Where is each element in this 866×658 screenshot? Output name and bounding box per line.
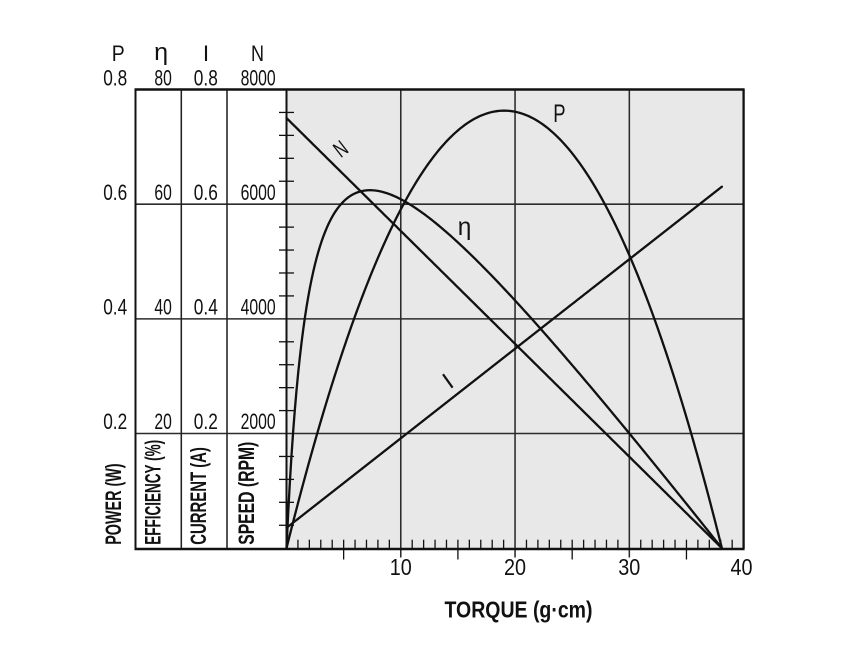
svg-text:0.2: 0.2 bbox=[194, 409, 218, 434]
svg-text:8000: 8000 bbox=[241, 66, 276, 91]
svg-text:TORQUE (g·cm): TORQUE (g·cm) bbox=[445, 597, 593, 623]
svg-text:P: P bbox=[112, 41, 125, 66]
svg-text:0.4: 0.4 bbox=[194, 295, 218, 320]
svg-text:40: 40 bbox=[154, 295, 171, 320]
svg-text:20: 20 bbox=[154, 409, 171, 434]
svg-text:10: 10 bbox=[390, 554, 412, 580]
svg-text:0.8: 0.8 bbox=[103, 66, 127, 91]
svg-text:0.6: 0.6 bbox=[194, 180, 218, 205]
svg-text:0.8: 0.8 bbox=[194, 66, 218, 91]
svg-text:0.4: 0.4 bbox=[103, 295, 127, 320]
svg-text:N: N bbox=[251, 41, 264, 66]
svg-text:η: η bbox=[458, 213, 472, 241]
svg-text:P: P bbox=[553, 100, 565, 128]
svg-text:30: 30 bbox=[618, 554, 640, 580]
svg-text:EFFICIENCY (%): EFFICIENCY (%) bbox=[140, 440, 165, 545]
svg-text:6000: 6000 bbox=[241, 180, 276, 205]
svg-text:60: 60 bbox=[154, 180, 171, 205]
svg-text:0.2: 0.2 bbox=[103, 409, 127, 434]
svg-text:CURRENT (A): CURRENT (A) bbox=[186, 447, 211, 545]
svg-text:SPEED (RPM): SPEED (RPM) bbox=[234, 442, 259, 545]
svg-text:20: 20 bbox=[504, 554, 526, 580]
svg-text:40: 40 bbox=[731, 554, 753, 580]
svg-text:4000: 4000 bbox=[241, 295, 276, 320]
svg-text:η: η bbox=[154, 39, 168, 66]
svg-text:0.6: 0.6 bbox=[103, 180, 127, 205]
svg-text:2000: 2000 bbox=[241, 409, 276, 434]
svg-text:I: I bbox=[203, 41, 209, 66]
svg-text:80: 80 bbox=[154, 66, 171, 91]
svg-text:POWER (W): POWER (W) bbox=[101, 463, 126, 544]
